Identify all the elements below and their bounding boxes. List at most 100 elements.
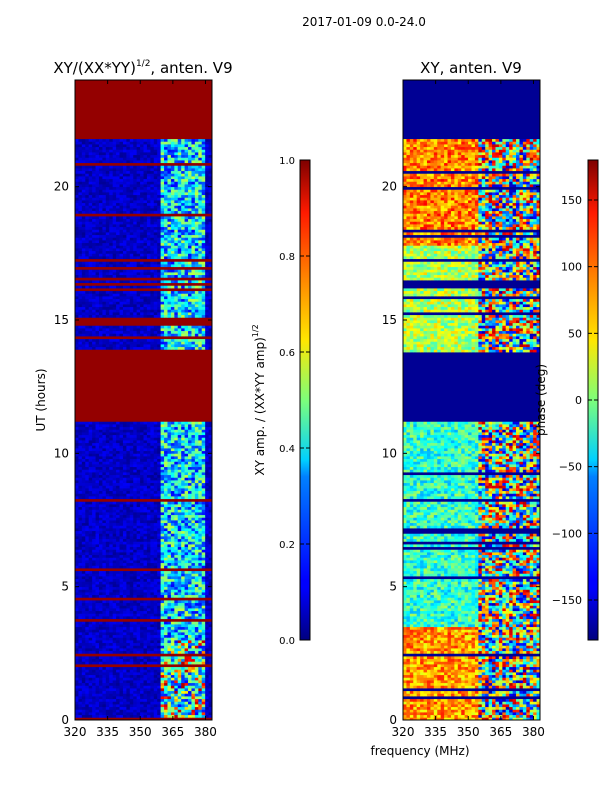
left-heatmap-cell <box>164 477 168 481</box>
left-heatmap-cell <box>181 437 185 441</box>
left-heatmap-cell <box>146 554 151 558</box>
left-heatmap-cell <box>116 624 120 628</box>
left-heatmap-cell <box>208 525 212 529</box>
left-heatmap-cell <box>136 496 141 500</box>
left-heatmap-cell <box>122 448 127 452</box>
left-heatmap-cell <box>205 501 209 505</box>
left-heatmap-cell <box>143 677 148 681</box>
left-heatmap-cell <box>116 701 120 705</box>
left-heatmap-cell <box>191 429 196 433</box>
left-heatmap-cell <box>188 549 192 553</box>
left-heatmap-cell <box>164 341 168 345</box>
left-heatmap-cell <box>181 688 185 692</box>
left-heatmap-cell <box>75 512 79 516</box>
left-heatmap-cell <box>119 512 124 516</box>
left-heatmap-cell <box>201 453 206 457</box>
left-heatmap-cell <box>116 584 120 588</box>
left-heatmap-cell <box>78 541 83 545</box>
left-heatmap-cell <box>95 541 100 545</box>
left-heatmap-cell <box>122 613 127 617</box>
left-heatmap-cell <box>181 680 185 684</box>
left-heatmap-cell <box>157 485 162 489</box>
left-heatmap-cell <box>153 325 158 329</box>
left-heatmap-cell <box>208 442 212 446</box>
left-heatmap-cell <box>116 520 120 524</box>
left-heatmap-cell <box>92 314 96 318</box>
left-heatmap-cell <box>194 709 199 713</box>
left-heatmap-cell <box>75 557 79 561</box>
left-heatmap-cell <box>198 309 203 313</box>
left-heatmap-cell <box>174 517 179 521</box>
left-heatmap-cell <box>198 544 203 548</box>
left-heatmap-cell <box>88 688 93 692</box>
left-heatmap-cell <box>109 690 114 694</box>
left-heatmap-cell <box>112 464 117 468</box>
left-heatmap-cell <box>198 429 203 433</box>
left-heatmap-cell <box>116 565 120 569</box>
left-heatmap-cell <box>150 448 155 452</box>
left-heatmap-cell <box>143 312 148 316</box>
left-heatmap-cell <box>160 648 165 652</box>
left-heatmap-cell <box>194 661 199 665</box>
left-heatmap-cell <box>181 445 185 449</box>
left-heatmap-cell <box>109 421 114 425</box>
left-heatmap-cell <box>164 698 168 702</box>
left-heatmap-cell <box>92 578 96 582</box>
left-heatmap-cell <box>164 666 168 670</box>
left-heatmap-cell <box>205 578 209 582</box>
left-heatmap-cell <box>81 450 86 454</box>
left-heatmap-cell <box>85 301 90 305</box>
left-heatmap-cell <box>136 578 141 582</box>
left-heatmap-cell <box>150 485 155 489</box>
left-heatmap-cell <box>150 546 155 550</box>
left-heatmap-cell <box>102 493 107 497</box>
left-heatmap-cell <box>129 712 134 716</box>
left-heatmap-cell <box>92 650 96 654</box>
left-heatmap-cell <box>191 522 196 526</box>
left-heatmap-cell <box>181 666 185 670</box>
left-heatmap-cell <box>140 517 144 521</box>
left-heatmap-cell <box>194 650 199 654</box>
left-heatmap-cell <box>194 696 199 700</box>
left-heatmap-cell <box>140 445 144 449</box>
left-heatmap-cell <box>153 613 158 617</box>
left-heatmap-cell <box>129 474 134 478</box>
left-heatmap-cell <box>102 570 107 574</box>
left-heatmap-cell <box>157 589 162 593</box>
left-heatmap-cell <box>133 658 138 662</box>
left-heatmap-cell <box>102 528 107 532</box>
left-heatmap-cell <box>92 424 96 428</box>
left-heatmap-cell <box>116 688 120 692</box>
left-heatmap-cell <box>75 709 79 713</box>
left-heatmap-cell <box>167 301 172 305</box>
left-heatmap-cell <box>198 344 203 348</box>
left-heatmap-cell <box>78 608 83 612</box>
left-heatmap-cell <box>194 480 199 484</box>
left-heatmap-cell <box>75 485 79 489</box>
left-heatmap-cell <box>143 306 148 310</box>
left-heatmap-cell <box>112 509 117 513</box>
left-heatmap-cell <box>102 701 107 705</box>
left-heatmap-cell <box>136 514 141 518</box>
left-heatmap-cell <box>160 536 165 540</box>
left-heatmap-cell <box>92 562 96 566</box>
left-heatmap-cell <box>88 466 93 470</box>
left-heatmap-cell <box>102 461 107 465</box>
left-heatmap-cell <box>164 442 168 446</box>
left-heatmap-cell <box>146 504 151 508</box>
left-heatmap-cell <box>75 296 79 300</box>
left-heatmap-cell <box>78 656 83 660</box>
left-heatmap-cell <box>92 549 96 553</box>
left-heatmap-cell <box>198 610 203 614</box>
left-heatmap-cell <box>122 453 127 457</box>
left-heatmap-cell <box>122 445 127 449</box>
left-heatmap-cell <box>146 296 151 300</box>
left-heatmap-cell <box>181 677 185 681</box>
left-heatmap-cell <box>119 570 124 574</box>
left-heatmap-cell <box>109 464 114 468</box>
left-heatmap-cell <box>157 674 162 678</box>
left-heatmap-cell <box>95 330 100 334</box>
left-heatmap-cell <box>160 642 165 646</box>
left-heatmap-cell <box>143 616 148 620</box>
left-heatmap-cell <box>112 621 117 625</box>
